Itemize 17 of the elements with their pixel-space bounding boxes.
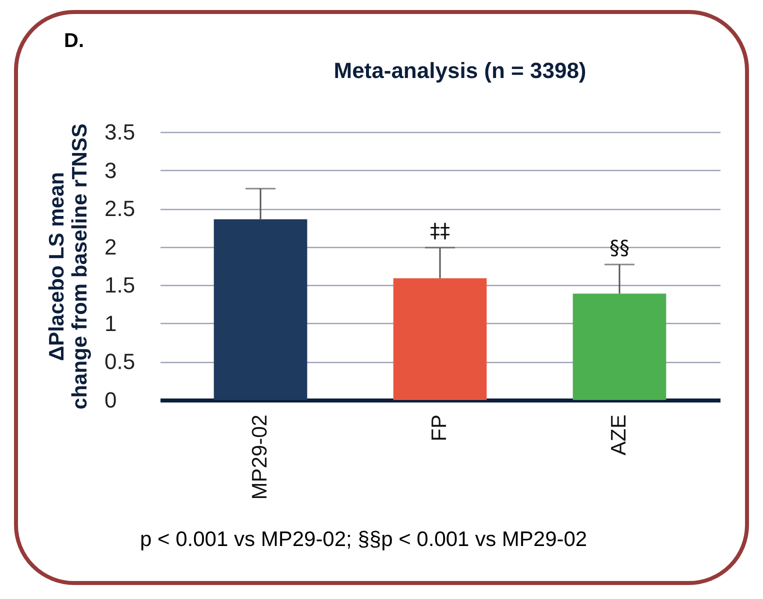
x-tick-label: FP	[428, 414, 451, 442]
y-tick-label: 1.5	[104, 272, 136, 298]
annotation: ‡‡	[430, 218, 450, 243]
chart-title: Meta-analysis (n = 3398)	[334, 58, 586, 83]
x-tick-label: AZE	[607, 414, 630, 456]
y-tick-label: 3	[104, 158, 117, 183]
text: D.	[64, 30, 84, 53]
y-tick-label: 0	[104, 388, 117, 412]
y-tick-label: 0.5	[104, 349, 136, 374]
text: p < 0.001 vs MP29-02; §§p < 0.001 vs MP29-02	[140, 528, 588, 552]
y-axis-title: ΔPlacebo LS mean change from baseline rTNSS	[46, 124, 92, 410]
y-tick-label: 2.5	[104, 196, 136, 222]
annotation: §§	[609, 235, 630, 260]
x-tick-label: MP29-02	[248, 414, 272, 500]
y-tick-label: 2	[104, 234, 117, 260]
y-tick-label: 3.5	[104, 120, 136, 144]
y-tick-label: 1	[104, 310, 117, 336]
